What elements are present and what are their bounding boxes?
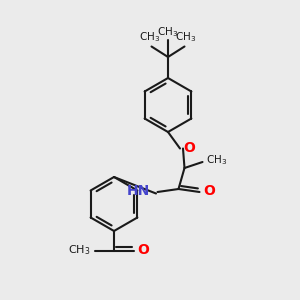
Text: O: O [137, 243, 149, 257]
Text: HN: HN [127, 184, 150, 198]
Text: CH$_3$: CH$_3$ [140, 30, 160, 44]
Text: O: O [203, 184, 215, 198]
Text: CH$_3$: CH$_3$ [206, 154, 227, 167]
Text: CH$_3$: CH$_3$ [158, 25, 178, 39]
Text: CH$_3$: CH$_3$ [176, 30, 197, 44]
Text: O: O [184, 142, 196, 155]
Text: CH$_3$: CH$_3$ [68, 244, 91, 257]
